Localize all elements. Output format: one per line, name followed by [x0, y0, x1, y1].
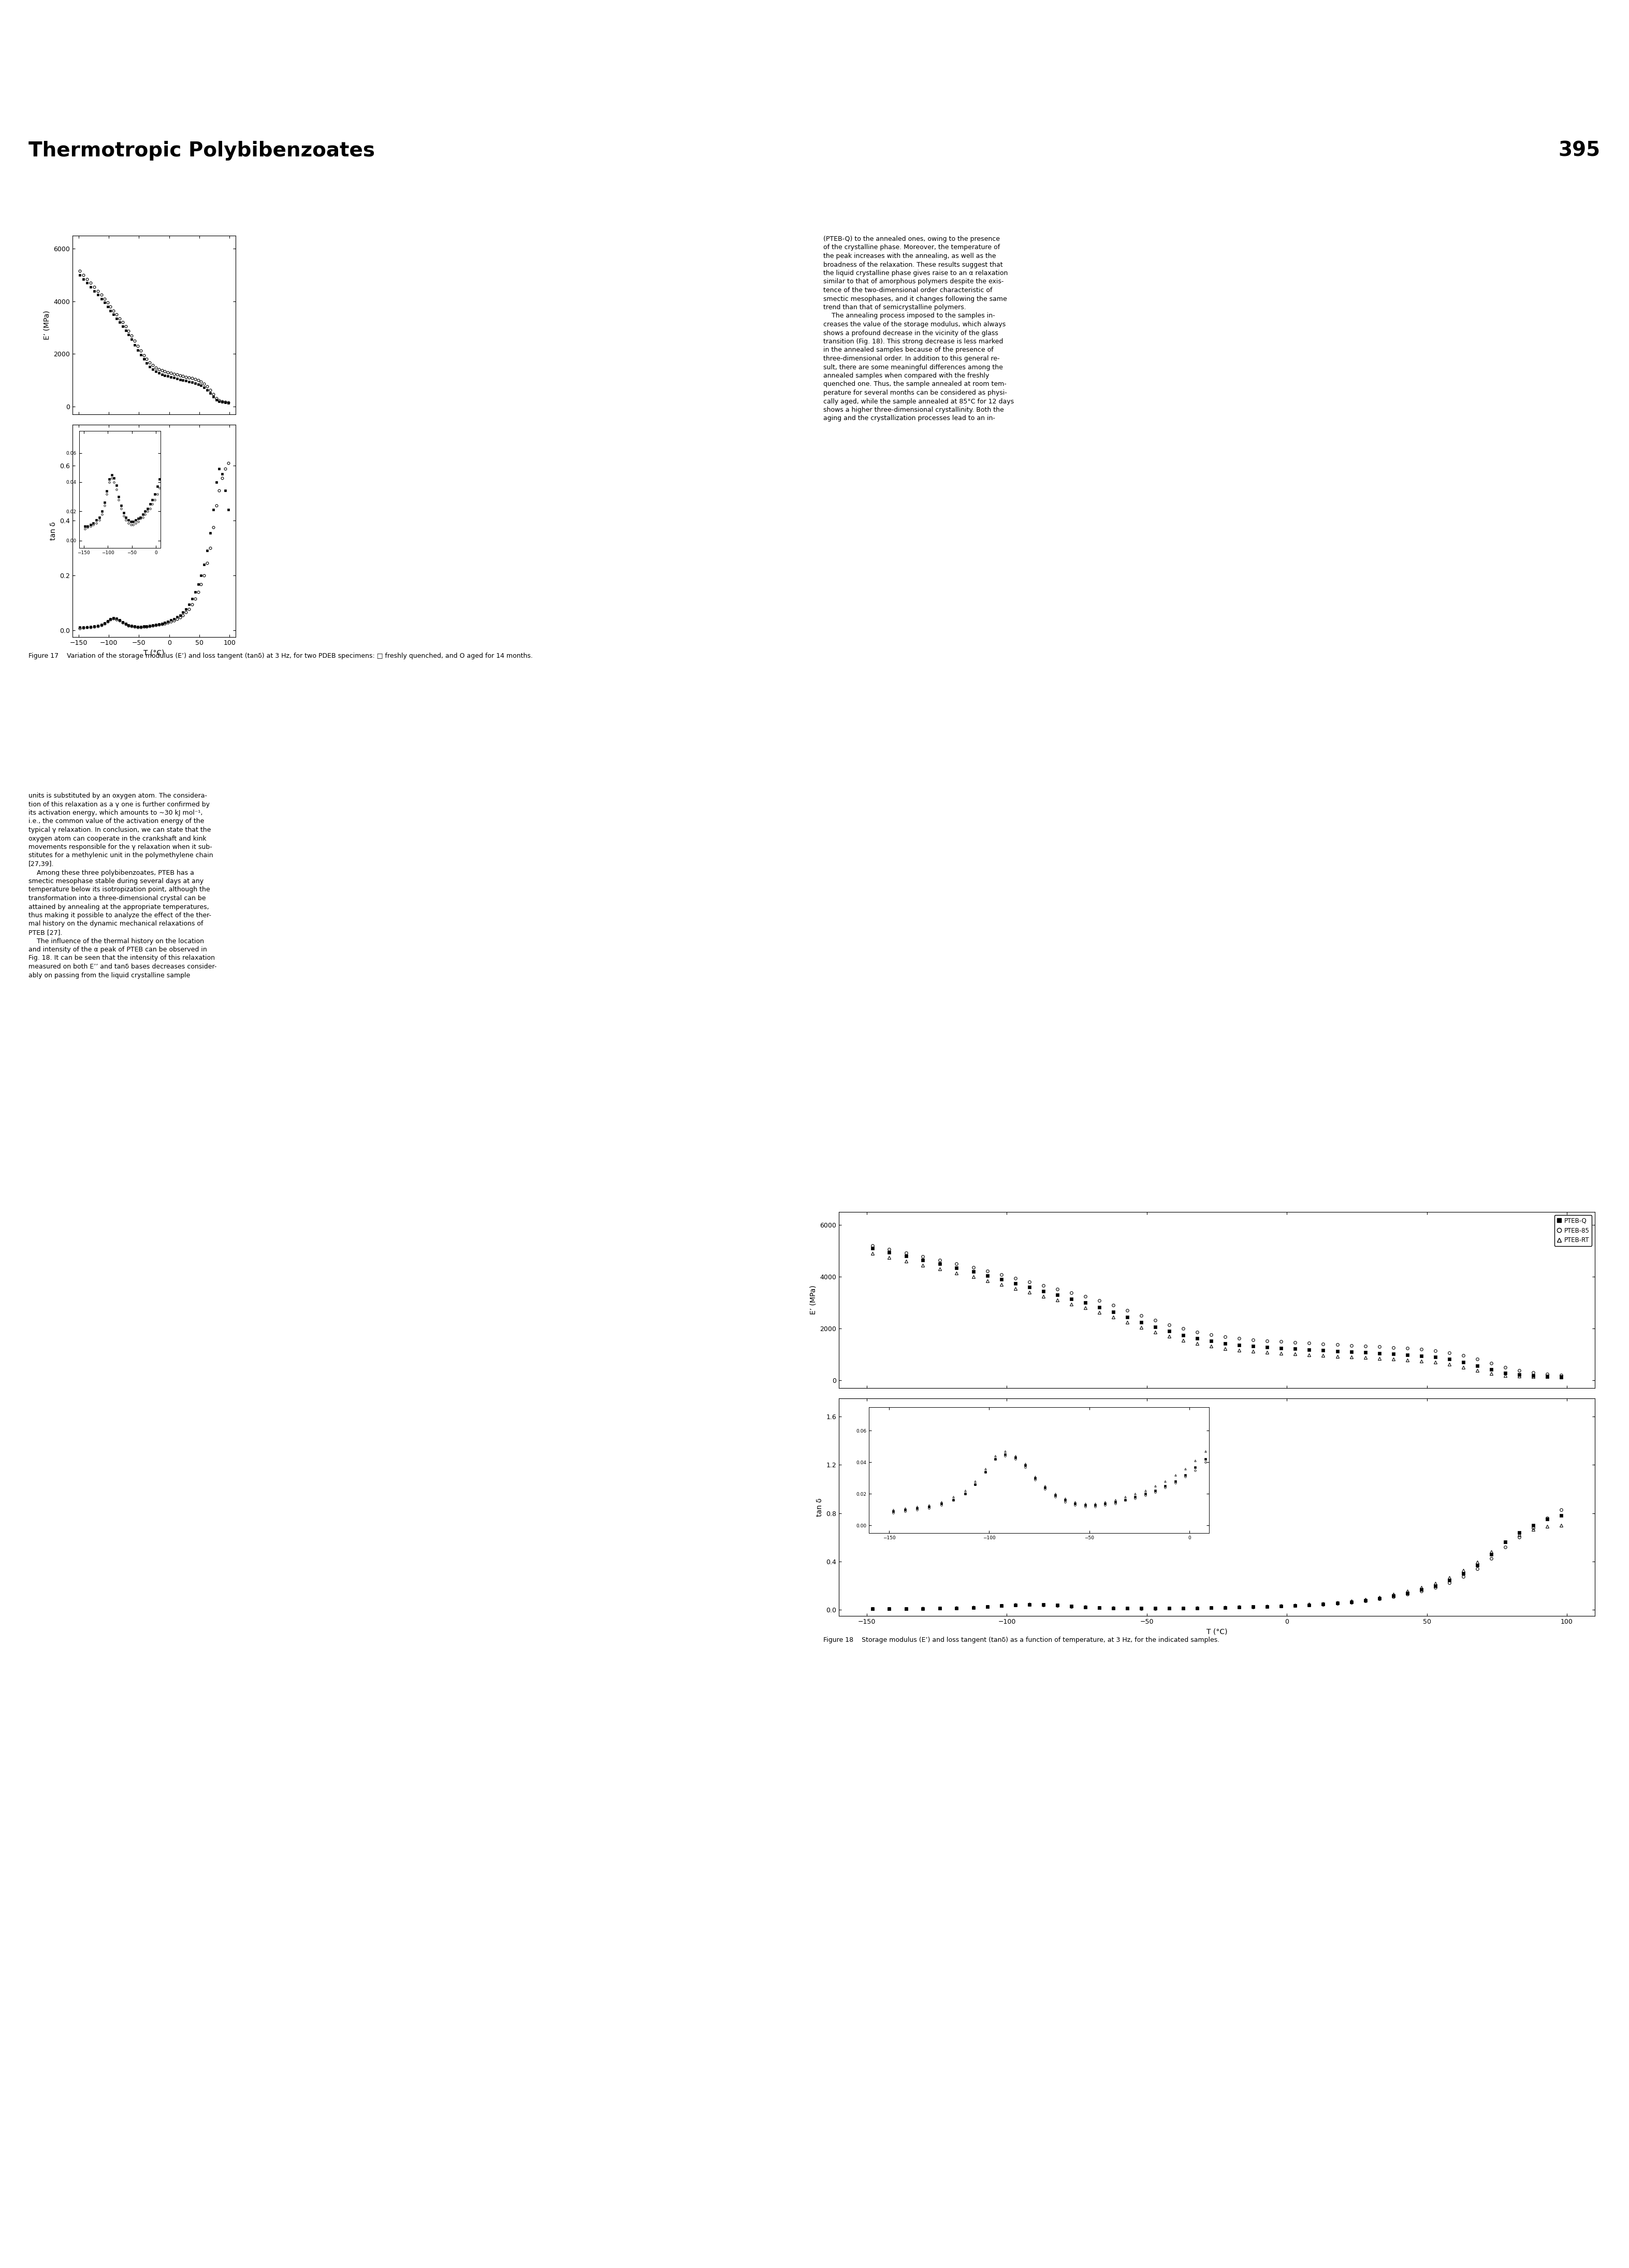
Text: 395: 395 [1557, 141, 1600, 161]
Legend: PTEB-Q, PTEB-85, PTEB-RT: PTEB-Q, PTEB-85, PTEB-RT [1554, 1216, 1592, 1245]
Text: Figure 17    Variation of the storage modulus (E’) and loss tangent (tanδ) at 3 : Figure 17 Variation of the storage modul… [28, 653, 533, 660]
X-axis label: T (°C): T (°C) [143, 649, 165, 655]
X-axis label: T (°C): T (°C) [1207, 1628, 1227, 1635]
Text: (PTEB-Q) to the annealed ones, owing to the presence
of the crystalline phase. M: (PTEB-Q) to the annealed ones, owing to … [823, 236, 1013, 422]
Text: units is substituted by an oxygen atom. The considera-
tion of this relaxation a: units is substituted by an oxygen atom. … [28, 792, 217, 978]
Y-axis label: E’ (MPa): E’ (MPa) [44, 311, 50, 340]
Y-axis label: E’ (MPa): E’ (MPa) [810, 1286, 816, 1315]
Y-axis label: tan δ: tan δ [49, 522, 57, 540]
Text: Thermotropic Polybibenzoates: Thermotropic Polybibenzoates [28, 141, 375, 161]
Text: Figure 18    Storage modulus (E’) and loss tangent (tanδ) as a function of tempe: Figure 18 Storage modulus (E’) and loss … [823, 1637, 1220, 1644]
Y-axis label: tan δ: tan δ [816, 1497, 823, 1517]
